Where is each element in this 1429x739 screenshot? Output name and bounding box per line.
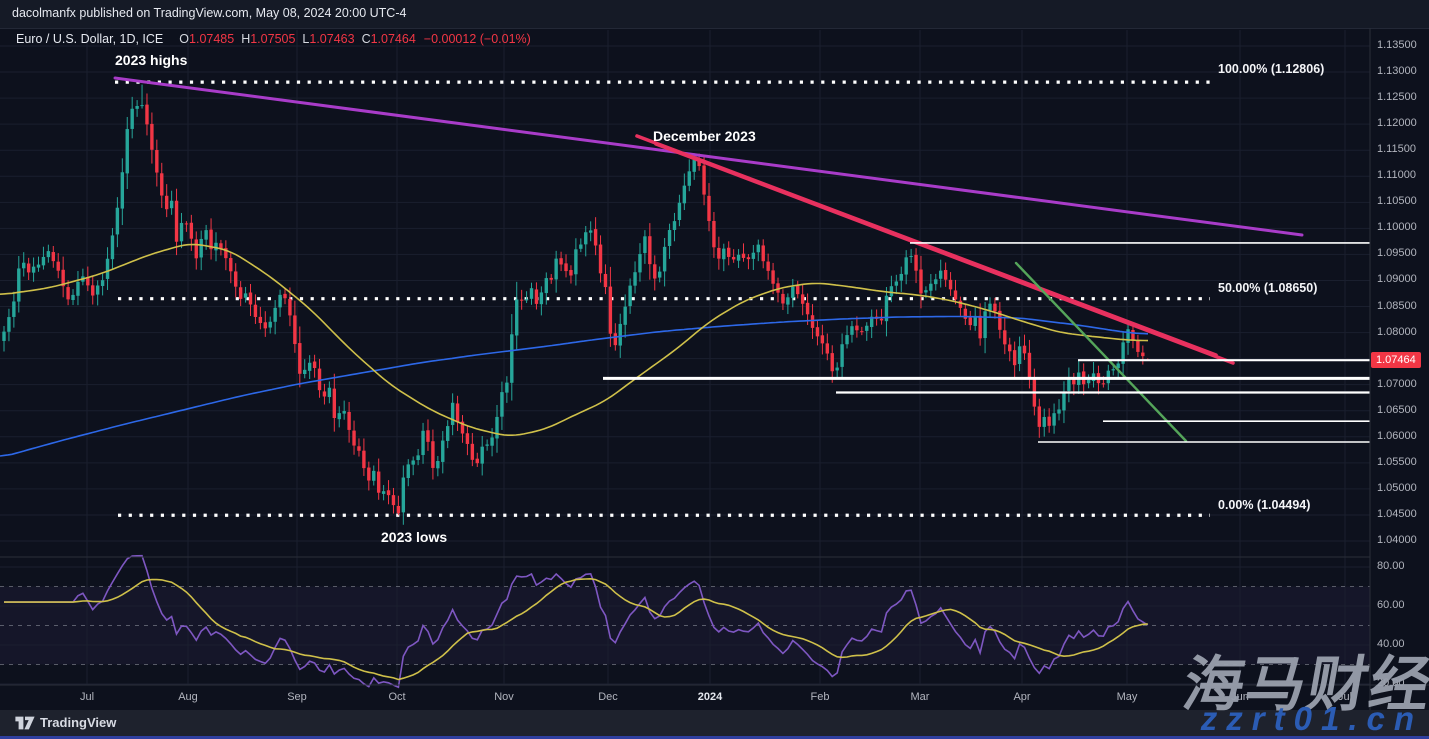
bottom-accent-strip (0, 736, 1429, 739)
price-tick-label: 1.08000 (1377, 325, 1417, 338)
time-tick-label: Dec (598, 691, 618, 703)
price-tick-label: 1.06500 (1377, 403, 1417, 416)
grid-lines (0, 30, 1370, 685)
price-tick-label: 1.04000 (1377, 533, 1417, 546)
time-tick-label: Feb (810, 691, 830, 703)
price-tick-label: 1.07000 (1377, 377, 1417, 390)
price-tick-label: 1.08500 (1377, 299, 1417, 312)
rsi-tick-label: 20.00 (1377, 677, 1405, 689)
footer-bar: TradingView (0, 710, 1429, 736)
publish-info-bar: dacolmanfx published on TradingView.com,… (0, 0, 1429, 29)
rsi-tick-label: 80.00 (1377, 560, 1405, 572)
price-tick-label: 1.05500 (1377, 455, 1417, 468)
close-value: 1.07464 (370, 32, 416, 46)
time-tick-label: Nov (494, 691, 514, 703)
annotation-2023-highs: 2023 highs (115, 52, 188, 68)
time-tick-label: Mar (910, 691, 930, 703)
trendline-april-downtrend-green (1014, 261, 1188, 443)
price-tick-label: 1.13000 (1377, 65, 1417, 78)
price-tick-label: 1.09000 (1377, 273, 1417, 286)
time-tick-label: Jul (79, 691, 95, 703)
low-label: L (302, 32, 310, 46)
tradingview-logo-icon[interactable] (12, 715, 38, 731)
time-tick-label: Jun (1231, 691, 1249, 703)
price-tick-label: 1.13500 (1377, 39, 1417, 51)
symbol-title: Euro / U.S. Dollar, 1D, ICE (16, 32, 164, 46)
publish-info-text: dacolmanfx published on TradingView.com,… (12, 6, 407, 20)
trendline-downtrend-2023-highs (113, 76, 1304, 237)
high-value: 1.07505 (250, 32, 296, 46)
rsi-ma-line (4, 577, 1148, 681)
price-tick-label: 1.11500 (1377, 143, 1416, 156)
rsi-band (0, 586, 1370, 665)
price-tick-label: 1.10000 (1377, 221, 1417, 234)
time-tick-label: Apr (1013, 691, 1031, 703)
price-tick-label: 1.11000 (1377, 169, 1416, 182)
symbol-legend[interactable]: Euro / U.S. Dollar, 1D, ICE O1.07485 H1.07… (16, 32, 531, 46)
trendline-december-channel-lower (654, 142, 1235, 365)
pane-separators (0, 28, 1429, 710)
rsi-tick-label: 40.00 (1377, 638, 1405, 650)
time-tick-label: Sep (287, 691, 307, 703)
price-tick-label: 1.09500 (1377, 247, 1417, 260)
time-tick-label: Oct (388, 691, 406, 703)
fib-50-label: 50.00% (1.08650) (1218, 281, 1318, 295)
time-tick-label: May (1116, 691, 1138, 703)
ma-slow-line (0, 315, 1149, 457)
ma-fast-line (0, 243, 1149, 436)
low-value: 1.07463 (309, 32, 355, 46)
support-resistance-rays (603, 242, 1370, 443)
last-price-badge: 1.07464 (1371, 351, 1421, 368)
time-tick-label: Jul (1337, 691, 1353, 703)
price-tick-label: 1.10500 (1377, 195, 1417, 208)
price-tick-label: 1.06000 (1377, 429, 1417, 442)
open-value: 1.07485 (189, 32, 235, 46)
fib-0-label: 0.00% (1.04494) (1218, 498, 1311, 512)
price-tick-label: 1.12000 (1377, 117, 1417, 130)
time-tick-label: Aug (178, 691, 198, 703)
time-tick-label: 2024 (697, 691, 723, 703)
close-label: C (361, 32, 371, 46)
annotation-2023-lows: 2023 lows (381, 529, 448, 545)
price-tick-label: 1.12500 (1377, 91, 1417, 104)
change-value: −0.00012 (−0.01%) (423, 32, 531, 46)
rsi-tick-label: 60.00 (1377, 599, 1405, 611)
candlesticks (2, 84, 1150, 525)
price-tick-label: 1.04500 (1377, 507, 1417, 520)
tradingview-brand-text[interactable]: TradingView (40, 715, 117, 730)
fib-100-label: 100.00% (1.12806) (1218, 62, 1325, 76)
price-tick-label: 1.05000 (1377, 481, 1417, 494)
annotation-december-2023: December 2023 (653, 128, 756, 144)
fibonacci-levels (115, 80, 1210, 517)
trendlines (113, 76, 1304, 443)
watermark-url: zzrt01.cn (1200, 700, 1423, 737)
open-label: O (179, 32, 190, 46)
high-label: H (241, 32, 251, 46)
